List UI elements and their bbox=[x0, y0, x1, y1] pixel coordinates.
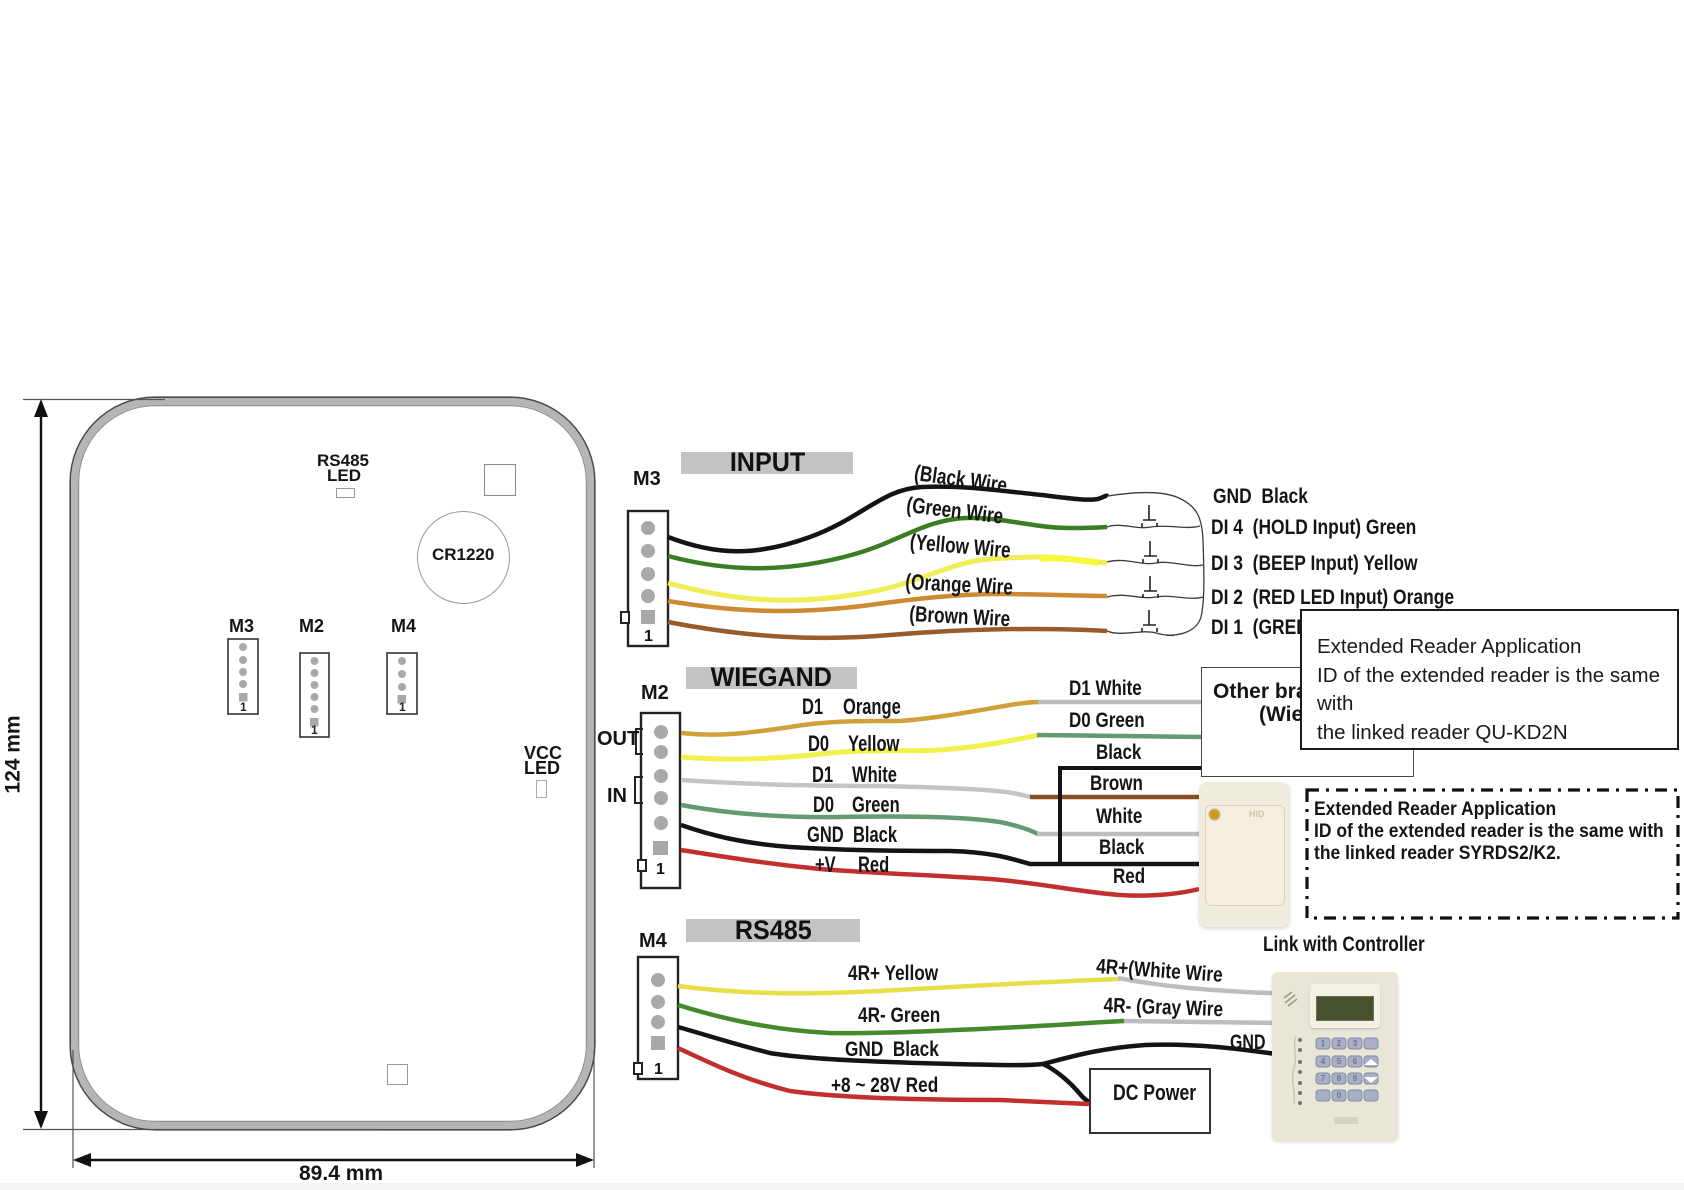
svg-text:1: 1 bbox=[240, 700, 247, 714]
svg-text:3: 3 bbox=[1353, 1039, 1358, 1048]
svg-text:6: 6 bbox=[1353, 1057, 1358, 1066]
svg-text:4: 4 bbox=[1321, 1057, 1326, 1066]
svg-text:1: 1 bbox=[644, 628, 653, 645]
svg-text:8: 8 bbox=[1337, 1074, 1342, 1083]
svg-text:0: 0 bbox=[1337, 1091, 1342, 1100]
svg-text:2: 2 bbox=[1337, 1039, 1342, 1048]
svg-text:1: 1 bbox=[654, 1061, 663, 1078]
svg-text:9: 9 bbox=[1353, 1074, 1358, 1083]
svg-text:1: 1 bbox=[1321, 1039, 1326, 1048]
svg-text:1: 1 bbox=[656, 861, 665, 878]
svg-text:5: 5 bbox=[1337, 1057, 1342, 1066]
svg-text:1: 1 bbox=[399, 700, 406, 714]
svg-text:1: 1 bbox=[311, 723, 318, 737]
svg-text:7: 7 bbox=[1321, 1074, 1326, 1083]
